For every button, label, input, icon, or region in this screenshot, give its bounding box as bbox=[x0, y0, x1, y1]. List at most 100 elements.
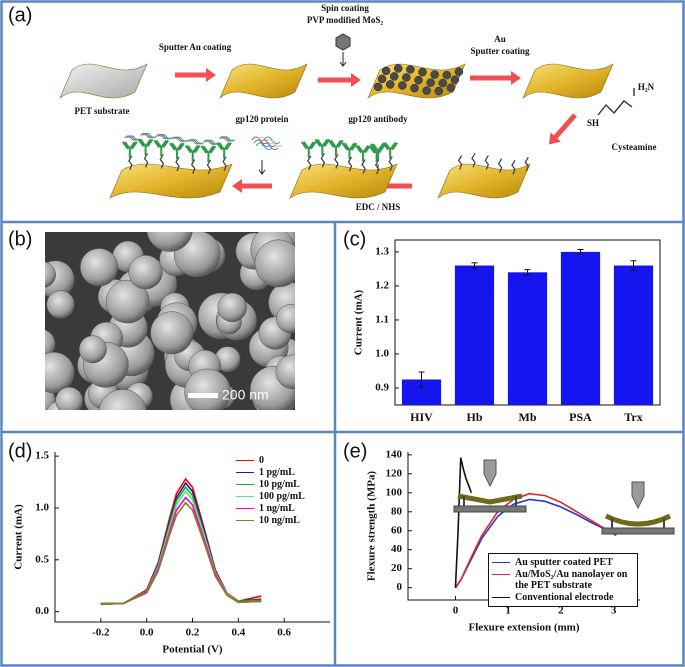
mos2-dot bbox=[398, 81, 407, 90]
label: gp120 antibody bbox=[348, 114, 408, 124]
y-tick-label: 100 bbox=[386, 486, 403, 498]
linker bbox=[484, 155, 490, 170]
legend-label: Au sputter coated PET bbox=[515, 557, 613, 568]
particle bbox=[45, 261, 56, 288]
fixture-tip bbox=[483, 459, 497, 488]
linker bbox=[175, 156, 180, 172]
legend-swatch bbox=[236, 508, 254, 509]
x-tick-label: 0.2 bbox=[186, 627, 200, 639]
linker bbox=[128, 155, 133, 171]
x-tick-label: 0.4 bbox=[231, 627, 245, 639]
linker bbox=[457, 155, 463, 170]
antibody bbox=[184, 145, 201, 162]
x-axis-label: Potential (V) bbox=[162, 644, 223, 656]
mos2-dot bbox=[410, 83, 419, 93]
antibody bbox=[200, 145, 217, 163]
antibody bbox=[153, 139, 170, 157]
legend-swatch bbox=[236, 496, 254, 497]
legend-label: 1 pg/mL bbox=[259, 467, 295, 478]
antibody bbox=[355, 145, 371, 162]
x-tick-label: PSA bbox=[569, 410, 592, 424]
protein-strand bbox=[175, 136, 189, 142]
legend-entry: 10 pg/mL bbox=[236, 479, 325, 490]
x-tick-label: 0.6 bbox=[277, 627, 291, 639]
legend-entry: Conventional electrode bbox=[492, 592, 634, 603]
legend-swatch bbox=[492, 597, 510, 598]
sheet bbox=[59, 63, 148, 99]
antibody bbox=[382, 142, 399, 159]
linker bbox=[347, 156, 353, 172]
label: gp120 protein bbox=[235, 114, 288, 124]
y-axis-label: Current (mA) bbox=[13, 504, 25, 570]
protein-strand bbox=[253, 139, 271, 148]
linker bbox=[524, 156, 530, 172]
arrow-head bbox=[258, 169, 266, 175]
series-line bbox=[454, 492, 615, 589]
label: PET substrate bbox=[74, 106, 129, 116]
sheet bbox=[522, 63, 614, 99]
particle bbox=[217, 292, 247, 323]
scale-bar-label: 200 nm bbox=[222, 387, 269, 403]
legend-entry: 0 bbox=[236, 455, 325, 466]
x-tick-label: 3 bbox=[611, 605, 617, 617]
linker bbox=[320, 153, 326, 168]
sheet bbox=[437, 163, 531, 199]
linker bbox=[374, 159, 380, 175]
x-tick-label: Mb bbox=[519, 410, 537, 424]
fixture-tip bbox=[631, 481, 645, 510]
mos2-dot bbox=[454, 67, 464, 76]
mos2-dot bbox=[385, 80, 395, 89]
legend-swatch bbox=[492, 562, 510, 563]
antibody bbox=[122, 141, 138, 158]
mos2-dot bbox=[406, 65, 415, 74]
linker bbox=[511, 159, 516, 175]
legend-swatch bbox=[236, 520, 254, 521]
y-tick-label: 140 bbox=[386, 448, 403, 460]
mos2-dot bbox=[438, 78, 448, 88]
arrow-head bbox=[206, 68, 216, 82]
mos2-dot bbox=[414, 75, 423, 85]
protein-strand bbox=[261, 142, 279, 151]
mos2-dot bbox=[442, 70, 452, 80]
mos2-dot bbox=[422, 86, 431, 95]
label: Spin coating bbox=[321, 3, 369, 13]
y-tick-label: 0.9 bbox=[375, 382, 389, 394]
linker bbox=[307, 155, 312, 171]
mos2-dot bbox=[373, 82, 383, 92]
legend-entry: 10 ng/mL bbox=[236, 515, 325, 526]
particle bbox=[105, 279, 150, 324]
legend-label: Au/MoS₂/Au nanolayer on the PET substrat… bbox=[515, 569, 628, 591]
y-tick-label: 120 bbox=[386, 467, 403, 479]
mos2-dot bbox=[402, 73, 411, 82]
legend-label: 1 ng/mL bbox=[259, 503, 295, 514]
bar bbox=[507, 272, 548, 405]
label: H₂N bbox=[638, 82, 655, 92]
linker bbox=[190, 159, 196, 174]
panel-label: (e) bbox=[343, 440, 367, 462]
y-tick-label: 40 bbox=[391, 543, 403, 555]
arrow-head bbox=[511, 71, 521, 85]
antibody bbox=[314, 138, 331, 156]
protein-strand bbox=[191, 139, 205, 145]
mos2-dot bbox=[389, 72, 399, 81]
linker bbox=[159, 154, 165, 169]
legend-box: Au sputter coated PET Au/MoS₂/Au nanolaye… bbox=[488, 553, 638, 607]
panel-label: (a) bbox=[8, 4, 32, 26]
y-tick-label: 1.0 bbox=[35, 502, 49, 514]
linker bbox=[222, 156, 227, 171]
y-tick-label: 60 bbox=[391, 524, 403, 536]
fixture-sample bbox=[457, 493, 523, 505]
y-tick-label: 1.0 bbox=[375, 348, 389, 360]
fixture-base bbox=[601, 527, 675, 535]
y-tick-label: 1.1 bbox=[375, 313, 389, 325]
linker bbox=[361, 159, 366, 174]
arrow-head bbox=[339, 61, 347, 67]
particle bbox=[276, 304, 295, 334]
sem-image bbox=[45, 232, 295, 410]
arrow bbox=[551, 113, 577, 142]
antibody bbox=[368, 145, 385, 163]
panel-label: (c) bbox=[343, 228, 366, 250]
